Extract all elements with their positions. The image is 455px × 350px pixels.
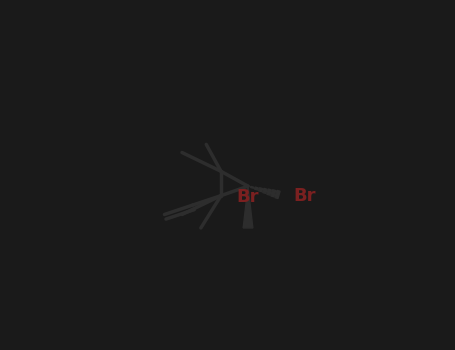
- Polygon shape: [263, 188, 267, 194]
- Polygon shape: [267, 189, 271, 195]
- Polygon shape: [275, 190, 280, 198]
- Polygon shape: [251, 187, 254, 188]
- Text: Br: Br: [294, 187, 316, 205]
- Polygon shape: [243, 186, 253, 228]
- Polygon shape: [255, 187, 258, 190]
- Polygon shape: [258, 188, 263, 192]
- Polygon shape: [271, 190, 276, 197]
- Text: Br: Br: [237, 188, 259, 206]
